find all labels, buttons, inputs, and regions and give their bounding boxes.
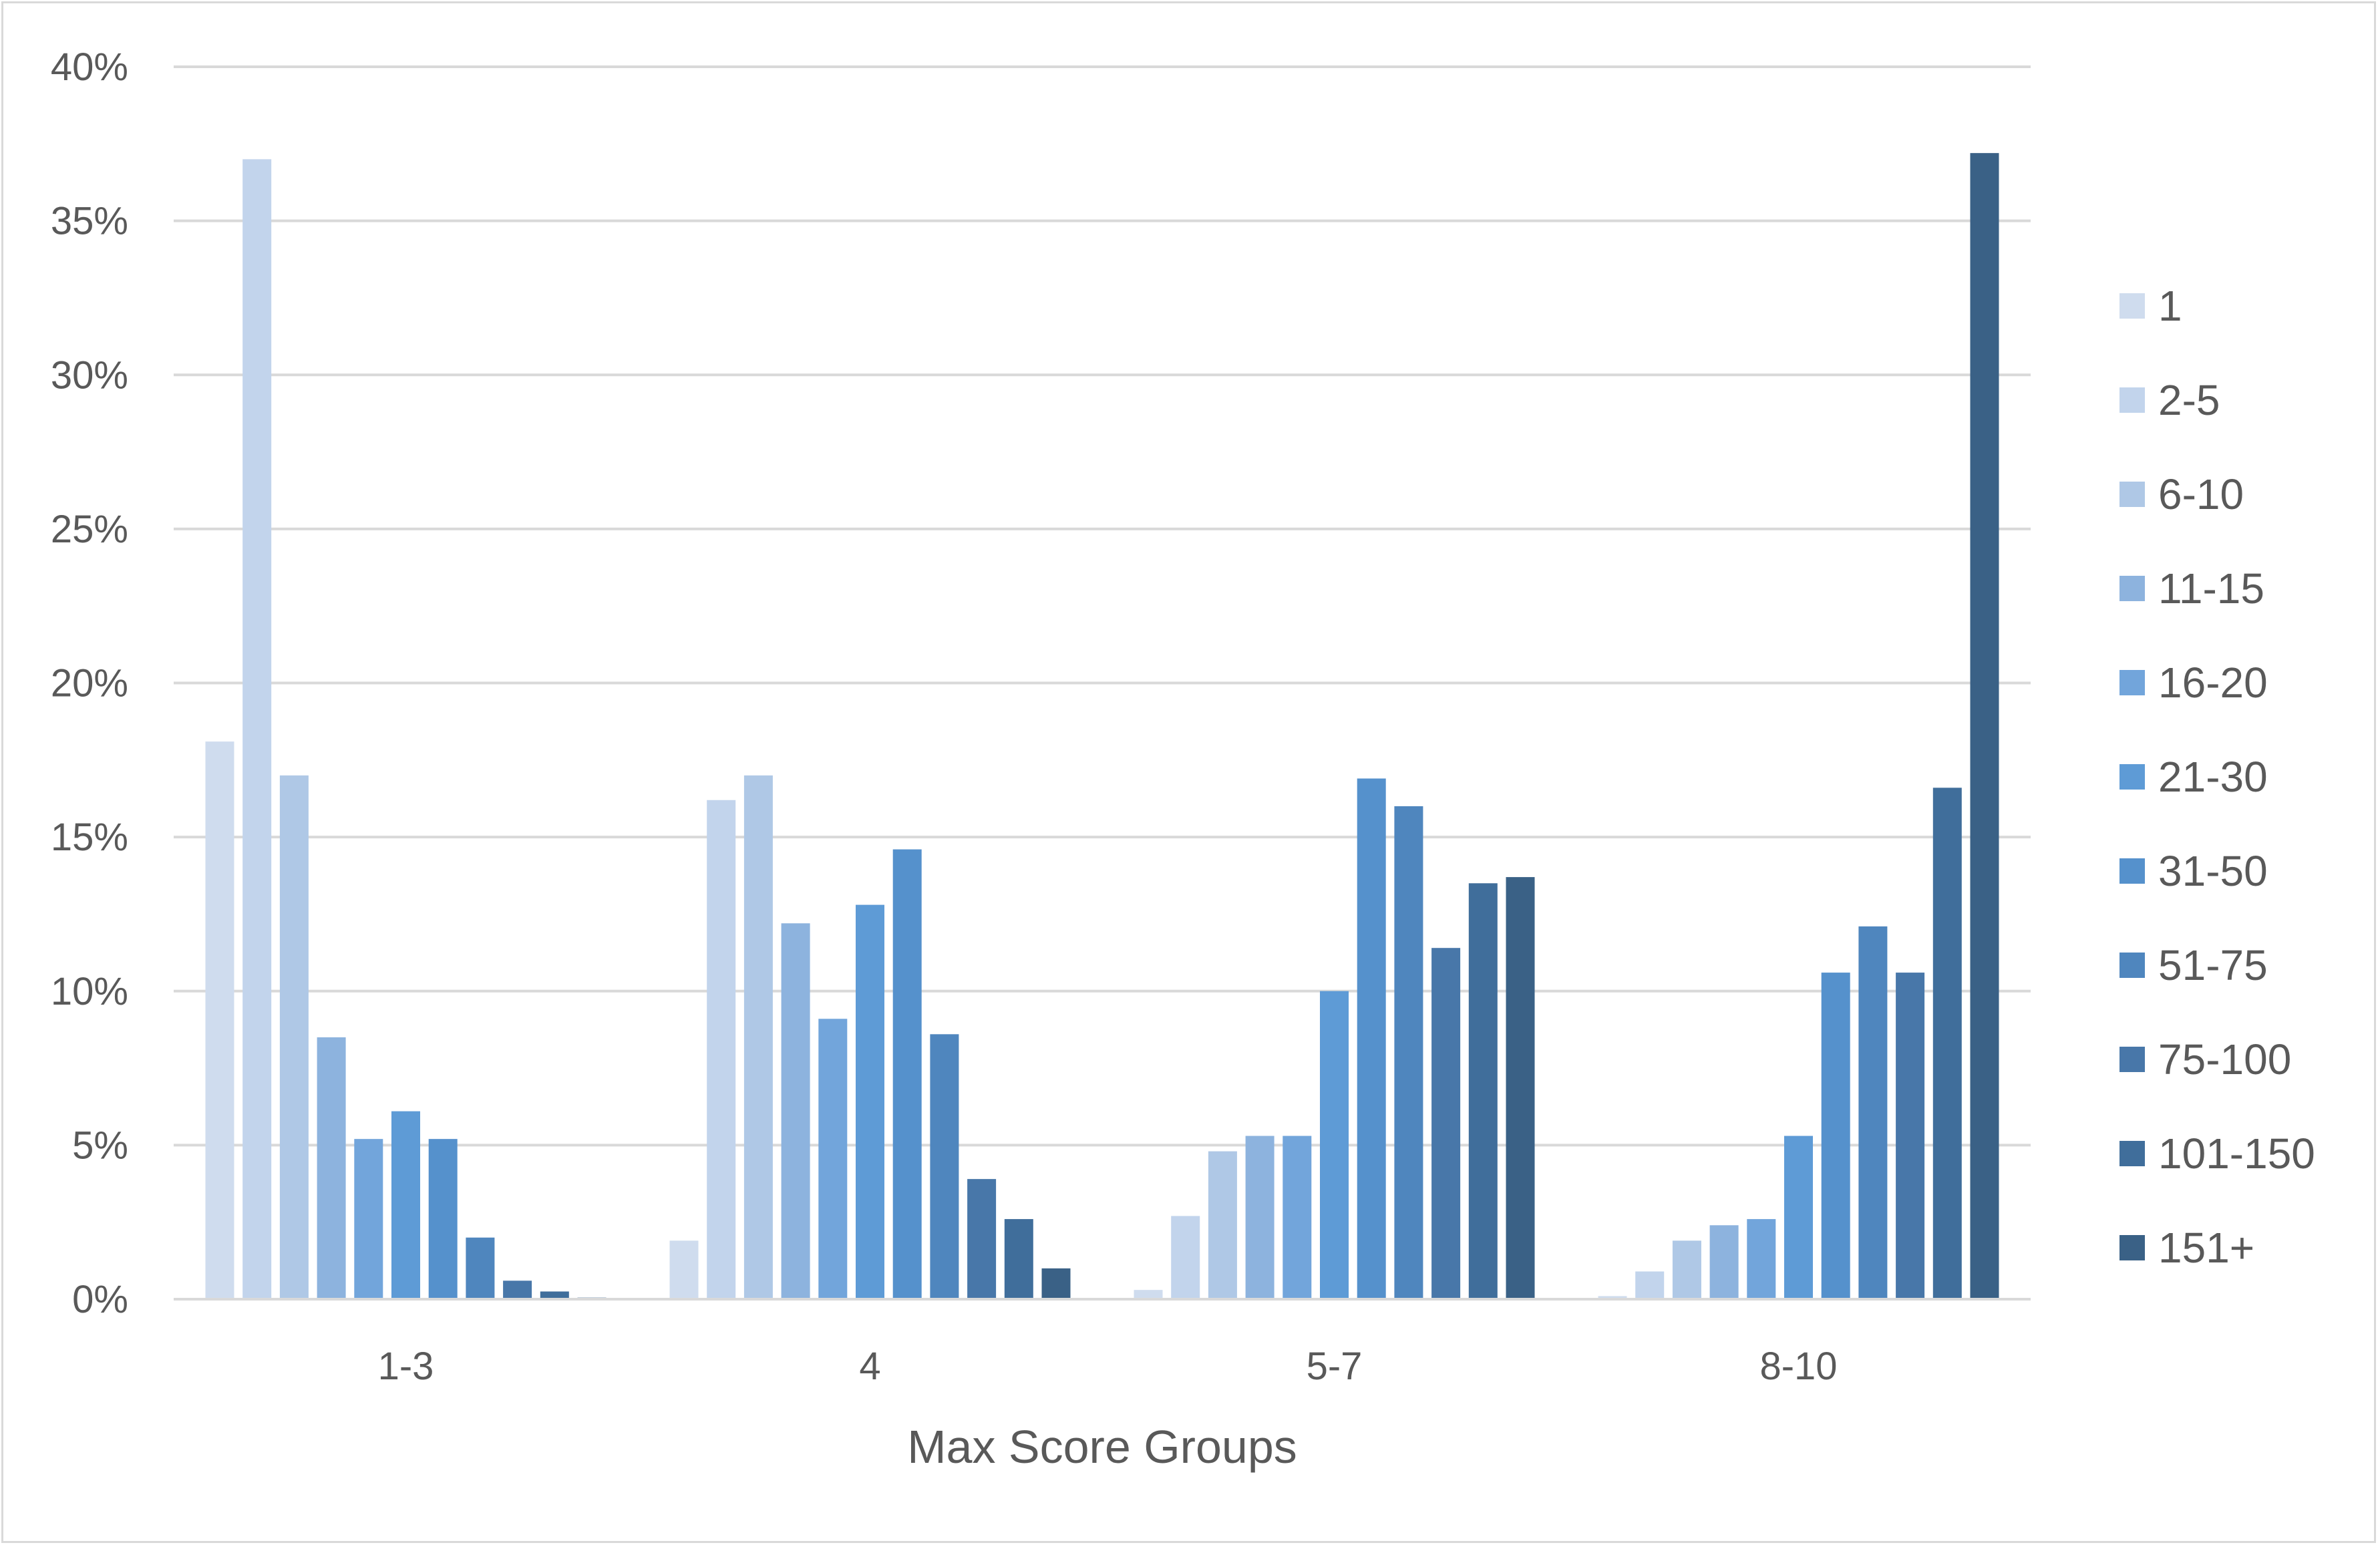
bar-8-10-1	[1598, 1296, 1627, 1299]
bar-5-7-6-10	[1208, 1151, 1237, 1299]
bar-8-10-101-150	[1932, 788, 1962, 1299]
legend-swatch	[2119, 670, 2145, 695]
legend-label: 151+	[2158, 1224, 2254, 1272]
legend-label: 6-10	[2158, 470, 2244, 518]
legend: 1 2-5 6-10 11-15 16-20 21-30 31-50 51-75 75-100 1…	[2119, 282, 2315, 1272]
bar-1-3-21-30	[391, 1111, 420, 1299]
y-tick-label: 35%	[51, 200, 128, 243]
bar-8-10-75-100	[1896, 973, 1925, 1299]
bars	[205, 153, 1999, 1299]
bar-8-10-151+	[1970, 153, 1999, 1299]
legend-label: 2-5	[2158, 376, 2220, 424]
legend-swatch	[2119, 1141, 2145, 1166]
bar-4-6-10	[743, 775, 773, 1299]
bar-4-16-20	[818, 1019, 848, 1299]
legend-label: 51-75	[2158, 941, 2268, 989]
y-tick-label: 30%	[51, 353, 128, 397]
x-tick-label: 8-10	[1759, 1345, 1837, 1388]
legend-swatch	[2119, 858, 2145, 884]
bar-1-3-2-5	[242, 159, 272, 1299]
legend-swatch	[2119, 1047, 2145, 1072]
bar-1-3-101-150	[540, 1291, 569, 1299]
bar-5-7-11-15	[1245, 1136, 1274, 1299]
y-axis-ticks: 0% 5% 10% 15% 20% 25% 30% 35% 40%	[51, 45, 128, 1321]
bar-8-10-16-20	[1747, 1219, 1776, 1299]
bar-4-1	[669, 1240, 699, 1299]
y-tick-label: 25%	[51, 508, 128, 551]
legend-label: 75-100	[2158, 1035, 2291, 1083]
bar-4-151+	[1041, 1268, 1071, 1299]
bar-8-10-51-75	[1858, 926, 1888, 1299]
bar-1-3-6-10	[279, 775, 309, 1299]
legend-label: 21-30	[2158, 753, 2268, 801]
y-tick-label: 0%	[72, 1278, 128, 1321]
x-axis-ticks: 1-3 4 5-7 8-10	[378, 1345, 1838, 1388]
bar-4-21-30	[856, 904, 884, 1299]
legend-label: 11-15	[2158, 564, 2264, 613]
bar-4-2-5	[707, 800, 736, 1299]
bar-1-3-51-75	[466, 1237, 495, 1299]
bar-4-101-150	[1004, 1219, 1033, 1299]
legend-label: 1	[2158, 282, 2182, 330]
bar-5-7-75-100	[1431, 948, 1461, 1299]
legend-label: 16-20	[2158, 659, 2268, 707]
bar-8-10-6-10	[1672, 1240, 1701, 1299]
bar-5-7-1	[1134, 1290, 1163, 1299]
bar-8-10-2-5	[1635, 1271, 1665, 1299]
bar-1-3-1	[205, 741, 234, 1299]
legend-swatch	[2119, 953, 2145, 978]
bar-5-7-21-30	[1320, 991, 1349, 1299]
bar-1-3-16-20	[354, 1139, 383, 1299]
legend-swatch	[2119, 293, 2145, 319]
bar-5-7-16-20	[1283, 1136, 1312, 1299]
legend-swatch	[2119, 387, 2145, 413]
bar-5-7-2-5	[1171, 1216, 1200, 1299]
bar-5-7-51-75	[1394, 806, 1423, 1299]
x-tick-label: 4	[859, 1345, 880, 1388]
legend-label: 101-150	[2158, 1130, 2315, 1178]
bar-5-7-31-50	[1357, 778, 1386, 1299]
x-tick-label: 5-7	[1307, 1345, 1363, 1388]
gridlines	[174, 65, 2031, 1147]
legend-swatch	[2119, 1235, 2145, 1260]
bar-4-31-50	[892, 849, 922, 1299]
bar-5-7-101-150	[1468, 883, 1498, 1299]
y-tick-label: 40%	[51, 45, 128, 89]
bar-5-7-151+	[1506, 877, 1535, 1299]
bar-4-11-15	[781, 923, 810, 1299]
y-tick-label: 10%	[51, 970, 128, 1013]
y-tick-label: 20%	[51, 662, 128, 705]
x-axis-title: Max Score Groups	[907, 1421, 1297, 1473]
y-tick-label: 15%	[51, 816, 128, 859]
legend-swatch	[2119, 576, 2145, 601]
legend-swatch	[2119, 764, 2145, 790]
bar-chart: 0% 5% 10% 15% 20% 25% 30% 35% 40% 1-3 4 5-7 8-10 Ma…	[51, 45, 2315, 1473]
bar-8-10-21-30	[1784, 1136, 1813, 1299]
bar-1-3-75-100	[503, 1280, 532, 1299]
bar-8-10-31-50	[1821, 973, 1850, 1299]
bar-4-51-75	[930, 1034, 959, 1299]
bar-8-10-11-15	[1709, 1225, 1739, 1299]
bar-1-3-11-15	[317, 1037, 346, 1299]
legend-swatch	[2119, 482, 2145, 507]
y-tick-label: 5%	[72, 1124, 128, 1167]
bar-1-3-31-50	[428, 1139, 458, 1299]
x-tick-label: 1-3	[378, 1345, 434, 1388]
legend-label: 31-50	[2158, 847, 2268, 895]
bar-4-75-100	[967, 1179, 997, 1299]
